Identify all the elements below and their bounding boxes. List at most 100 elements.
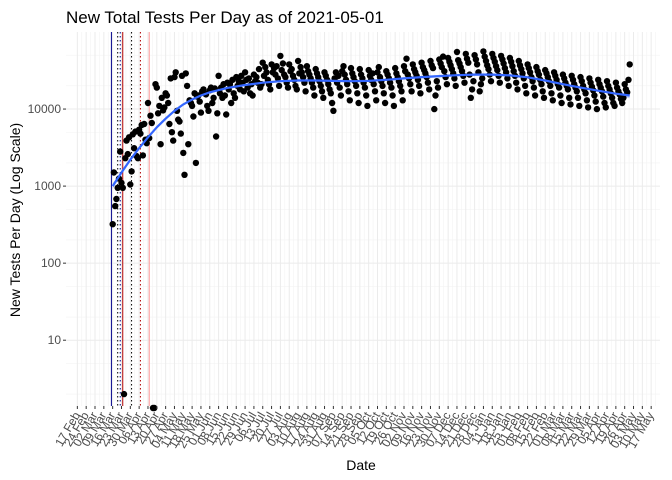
scatter-point — [209, 99, 216, 107]
scatter-point — [480, 48, 487, 55]
scatter-point — [158, 94, 165, 102]
scatter-point — [212, 133, 220, 140]
scatter-point — [549, 97, 556, 104]
scatter-point — [117, 148, 124, 155]
scatter-point — [241, 69, 249, 76]
scatter-point — [147, 112, 154, 119]
scatter-point — [619, 99, 626, 107]
scatter-point — [124, 150, 131, 158]
scatter-point — [390, 102, 398, 110]
scatter-point — [398, 88, 405, 95]
x-axis-title: Date — [346, 457, 376, 473]
scatter-point — [374, 69, 381, 76]
scatter-point — [151, 404, 158, 412]
scatter-point — [487, 78, 495, 85]
scatter-point — [231, 94, 239, 102]
scatter-point — [190, 113, 197, 120]
scatter-point — [127, 181, 134, 188]
scatter-point — [439, 53, 447, 60]
scatter-point — [161, 104, 168, 111]
scatter-point — [380, 90, 387, 97]
scatter-point — [356, 65, 363, 73]
scatter-point — [417, 90, 424, 97]
scatter-point — [371, 88, 379, 95]
scatter-point — [592, 98, 599, 105]
scatter-point — [139, 152, 147, 159]
scatter-point — [381, 99, 389, 107]
scatter-point — [523, 90, 530, 97]
scatter-point — [472, 56, 480, 63]
scatter-point — [299, 73, 307, 81]
scatter-point — [128, 168, 135, 175]
scatter-point — [168, 129, 176, 136]
scatter-point — [110, 169, 118, 176]
scatter-point — [453, 48, 461, 56]
scatter-point — [591, 92, 598, 99]
scatter-point — [567, 101, 574, 108]
scatter-point — [441, 68, 448, 75]
y-tick-label: 1000 — [34, 179, 61, 193]
scatter-point — [185, 141, 192, 148]
scatter-point — [153, 84, 160, 91]
scatter-point — [288, 65, 295, 73]
scatter-point — [407, 81, 414, 88]
scatter-point — [386, 79, 394, 86]
scatter-point — [327, 90, 334, 97]
scatter-point — [134, 155, 142, 162]
scatter-point — [485, 65, 492, 73]
scatter-point — [363, 92, 370, 99]
scatter-point — [432, 92, 439, 99]
scatter-point — [148, 119, 155, 127]
scatter-point — [576, 102, 583, 110]
scatter-point — [620, 94, 627, 102]
scatter-point — [392, 64, 399, 72]
scatter-point — [109, 221, 116, 228]
scatter-point — [286, 61, 293, 68]
scatter-point — [415, 82, 423, 90]
scatter-point — [318, 88, 326, 95]
scatter-point — [294, 57, 302, 65]
scatter-point — [144, 99, 152, 107]
scatter-point — [335, 72, 342, 80]
scatter-point — [555, 84, 563, 91]
scatter-point — [429, 64, 437, 72]
scatter-point — [341, 71, 348, 78]
scatter-point — [118, 179, 125, 187]
scatter-point — [262, 63, 269, 71]
scatter-point — [583, 97, 591, 104]
scatter-point — [397, 82, 404, 90]
scatter-point — [263, 69, 270, 76]
scatter-point — [114, 184, 121, 191]
scatter-point — [388, 84, 395, 91]
scatter-point — [273, 62, 280, 70]
scatter-point — [612, 79, 620, 86]
scatter-point — [196, 98, 203, 105]
scatter-point — [361, 84, 369, 91]
scatter-point — [424, 79, 432, 86]
scatter-point — [494, 66, 501, 74]
scatter-point — [205, 107, 212, 115]
scatter-point — [513, 79, 520, 86]
scatter-point — [197, 109, 205, 116]
scatter-point — [451, 75, 458, 82]
scatter-point — [141, 120, 148, 128]
scatter-point — [192, 159, 200, 167]
y-axis-title: New Tests Per Day (Log Scale) — [7, 123, 23, 317]
scatter-point — [547, 82, 554, 90]
scatter-point — [154, 110, 162, 117]
scatter-point — [600, 93, 607, 100]
scatter-point — [183, 82, 191, 90]
scatter-point — [223, 111, 230, 118]
scatter-point — [275, 82, 283, 90]
scatter-point — [180, 149, 187, 157]
y-axis-ticks: 10 100 1000 10000 — [28, 102, 66, 347]
scatter-point — [214, 110, 221, 117]
scatter-point — [346, 97, 353, 104]
scatter-point — [298, 69, 305, 76]
scatter-point — [389, 92, 396, 99]
scatter-point — [369, 70, 376, 77]
chart-title: New Total Tests Per Day as of 2021-05-01 — [66, 8, 384, 27]
y-tick-label: 100 — [41, 256, 61, 270]
scatter-point — [434, 84, 442, 91]
